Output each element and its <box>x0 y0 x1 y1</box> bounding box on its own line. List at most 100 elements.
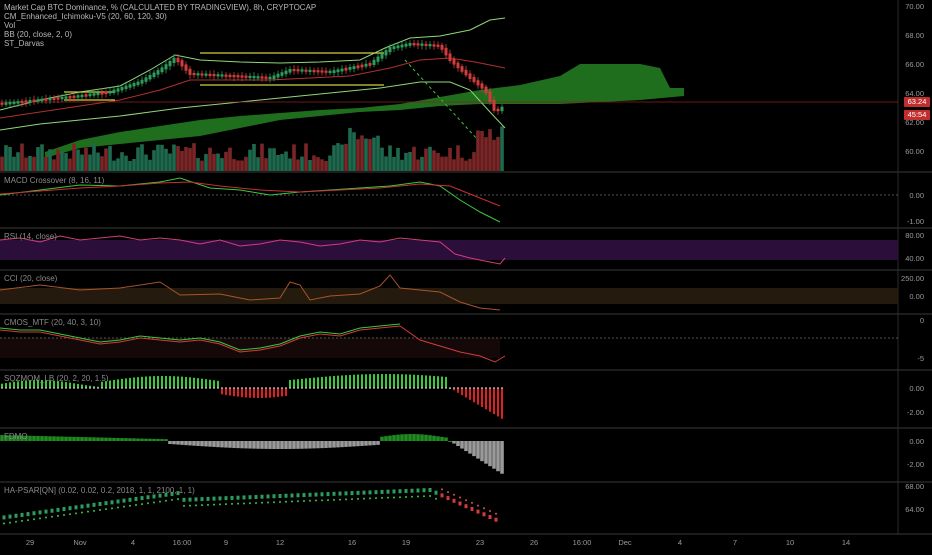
squeeze-dot <box>73 387 75 389</box>
ha-candle <box>140 496 144 501</box>
squeeze-bar <box>281 388 283 397</box>
pane-label-psar[interactable]: HA-PSAR[QN] (0.02, 0.02, 0.2, 2018, 1, 1… <box>4 486 195 495</box>
squeeze-bar <box>369 374 371 388</box>
volume-bar <box>360 135 364 171</box>
candle-body <box>248 75 252 78</box>
psar-dot <box>51 515 53 518</box>
squeeze-bar <box>73 383 75 388</box>
candle-body <box>316 70 320 73</box>
candle-body <box>36 99 40 102</box>
squeeze-dot <box>269 387 271 389</box>
candle-body <box>472 77 476 83</box>
squeeze-bar <box>173 376 175 388</box>
ha-candle <box>446 496 450 501</box>
volume-bar <box>380 147 384 171</box>
fdmo-bar <box>224 441 228 448</box>
pane-label-macd[interactable]: MACD Crossover (8, 16, 11) <box>4 176 105 185</box>
symbol-title[interactable]: Market Cap BTC Dominance, % (CALCULATED … <box>4 3 317 12</box>
squeeze-bar <box>381 374 383 388</box>
candle-body <box>284 70 288 75</box>
volume-bar <box>140 144 144 171</box>
volume-bar <box>460 157 464 171</box>
squeeze-bar <box>129 377 131 388</box>
time-axis-label: 4 <box>677 538 683 547</box>
fdmo-bar <box>76 436 80 441</box>
squeeze-dot <box>9 387 11 389</box>
volume-bar <box>4 145 8 171</box>
fdmo-bar <box>476 441 480 459</box>
candle-body <box>168 61 172 67</box>
fdmo-bar <box>104 437 108 441</box>
squeeze-bar <box>461 388 463 396</box>
ha-candle <box>32 511 36 516</box>
volume-bar <box>372 137 376 171</box>
fdmo-bar <box>20 435 24 441</box>
fdmo-histogram <box>0 434 504 474</box>
indicator-ichimoku-label[interactable]: CM_Enhanced_Ichimoku-V5 (20, 60, 120, 30… <box>4 12 167 21</box>
fdmo-bar <box>264 441 268 449</box>
pane-label-fdmo[interactable]: FDMO <box>4 432 28 441</box>
sqz-axis-tick: -2.00 <box>906 408 924 417</box>
candle-body <box>8 102 12 105</box>
psar-dot <box>21 519 23 522</box>
squeeze-dot <box>109 387 111 389</box>
indicator-bb-label[interactable]: BB (20, close, 2, 0) <box>4 30 73 39</box>
volume-bar <box>164 148 168 171</box>
indicator-vol-label[interactable]: Vol <box>4 21 16 30</box>
macd-axis-tick: -1.00 <box>906 217 924 226</box>
fdmo-bar <box>56 436 60 441</box>
pane-label-cci[interactable]: CCI (20, close) <box>4 274 58 283</box>
fdmo-bar <box>172 441 176 445</box>
candle-body <box>56 97 60 100</box>
squeeze-dot <box>149 387 151 389</box>
squeeze-bar <box>285 388 287 396</box>
ha-candle <box>248 495 252 500</box>
squeeze-bar <box>149 376 151 388</box>
fdmo-bar <box>212 441 216 447</box>
squeeze-bar <box>53 380 55 388</box>
fdmo-bar <box>240 441 244 449</box>
squeeze-dot <box>493 387 495 389</box>
candles <box>0 39 504 115</box>
trend-line[interactable] <box>404 59 479 141</box>
squeeze-dot <box>225 387 227 389</box>
squeeze-bar <box>201 378 203 388</box>
price-axis-tick: 64.00 <box>905 89 924 98</box>
volume-bar <box>392 156 396 171</box>
fdmo-bar <box>100 437 104 441</box>
psar-dot <box>447 491 449 494</box>
ha-candle <box>68 506 72 511</box>
pane-label-rsi[interactable]: RSI (14, close) <box>4 232 57 241</box>
squeeze-dot <box>65 387 67 389</box>
candle-body <box>340 68 344 72</box>
pane-label-cmo[interactable]: CMOS_MTF (20, 40, 3, 10) <box>4 318 101 327</box>
fdmo-bar <box>208 441 212 447</box>
fdmo-bar <box>460 441 464 449</box>
squeeze-bar <box>313 377 315 388</box>
squeeze-bar <box>493 388 495 415</box>
candle-body <box>492 100 496 111</box>
squeeze-bar <box>117 379 119 388</box>
ha-candle <box>392 489 396 494</box>
fdmo-bar <box>32 435 36 441</box>
squeeze-bar <box>221 388 223 395</box>
squeeze-bar <box>297 379 299 388</box>
ha-candle <box>308 492 312 497</box>
fdmo-bar <box>412 434 416 441</box>
candle-body <box>452 59 456 65</box>
fdmo-bar <box>316 441 320 449</box>
candle-body <box>456 62 460 69</box>
indicator-darvas-label[interactable]: ST_Darvas <box>4 39 45 48</box>
bb-basis-line <box>0 57 506 119</box>
candle-body <box>176 57 180 63</box>
squeeze-dot <box>305 387 307 389</box>
candle-body <box>32 99 36 102</box>
volume-bar <box>464 160 468 171</box>
pane-label-sqzmom[interactable]: SQZMOM_LB (20, 2, 20, 1.5) <box>4 374 109 383</box>
volume-bar <box>96 152 100 171</box>
volume-bar <box>136 147 140 171</box>
ha-candle <box>254 494 258 499</box>
squeeze-dot <box>353 387 355 389</box>
